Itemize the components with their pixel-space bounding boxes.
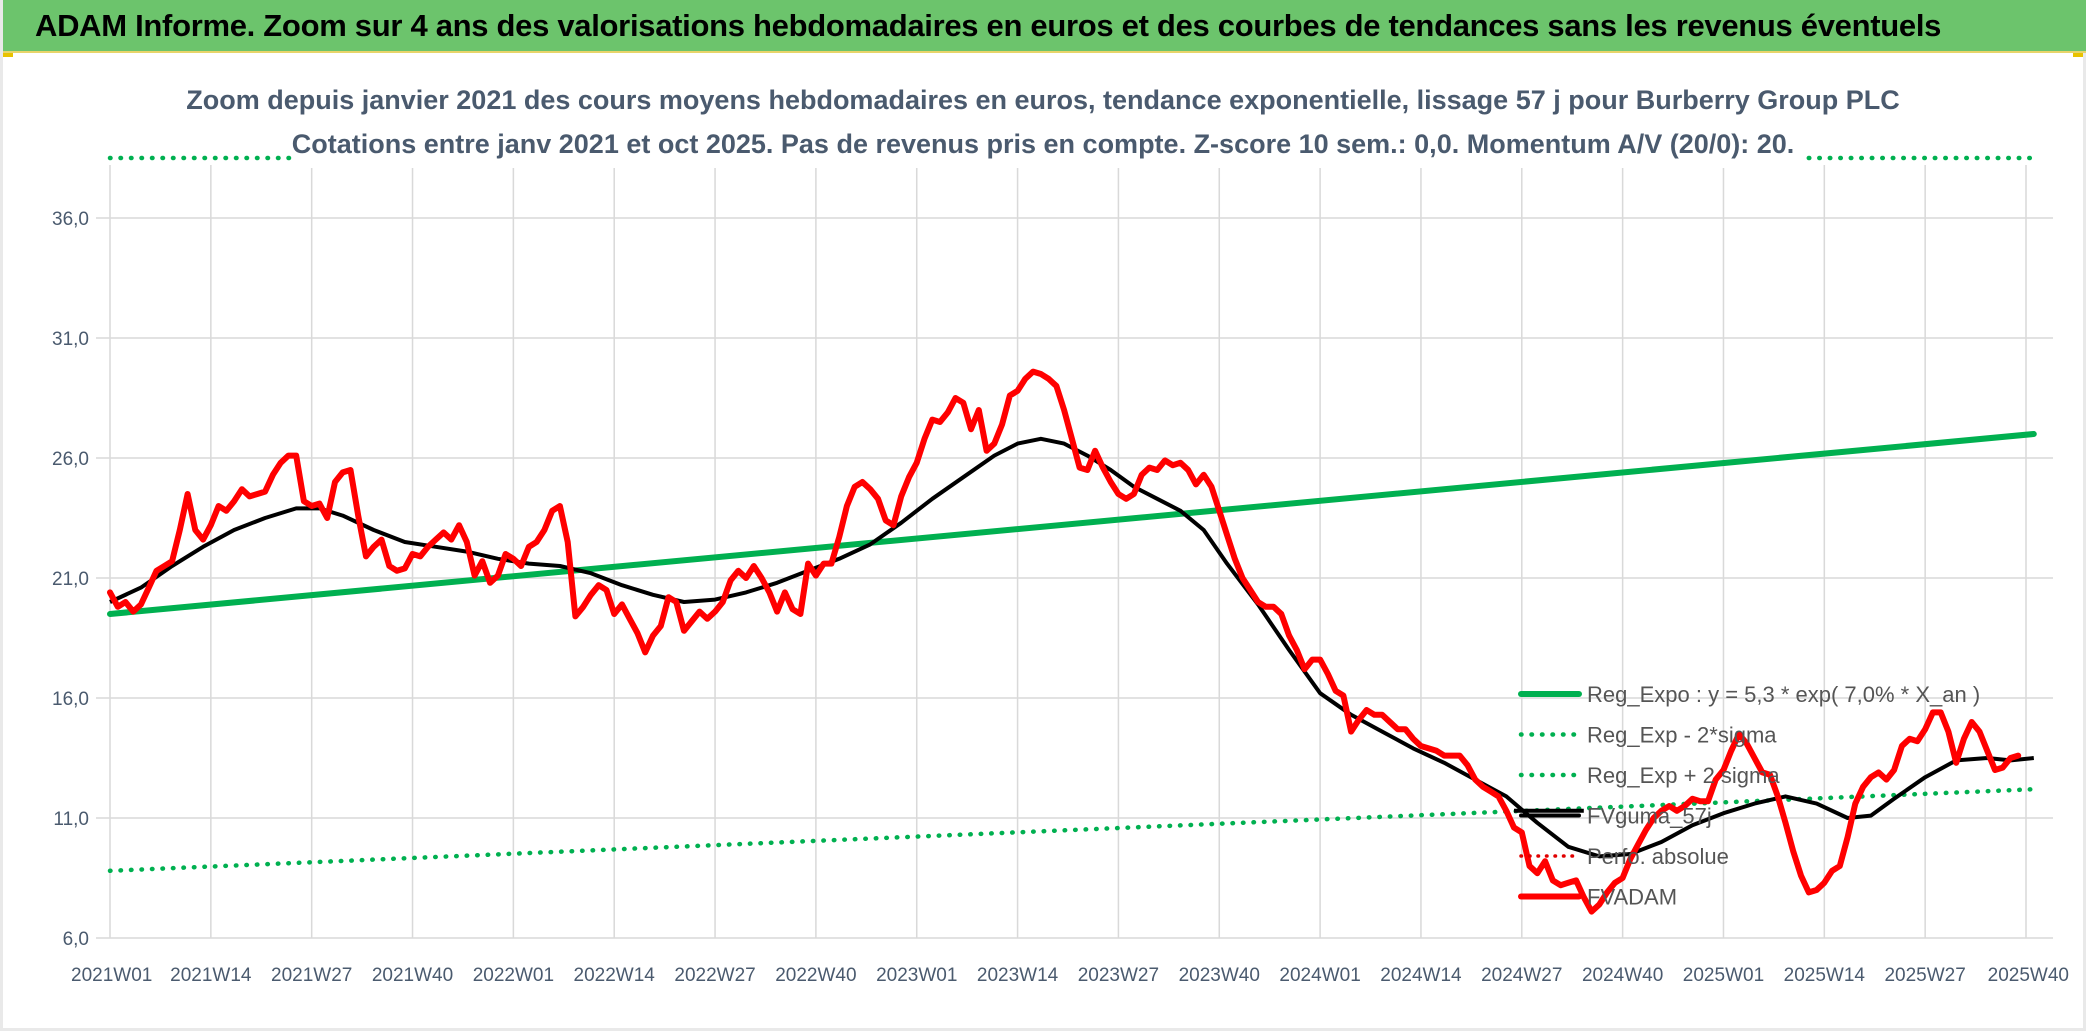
- x-tick-label: 2024W40: [1582, 965, 1663, 986]
- x-tick-label: 2024W27: [1481, 965, 1562, 986]
- x-tick-label: 2023W14: [977, 965, 1059, 986]
- legend-label-5: FVADAM: [1587, 885, 1677, 910]
- x-tick-label: 2025W14: [1784, 965, 1866, 986]
- y-tick-label: 6,0: [63, 929, 89, 950]
- x-tick-label: 2021W40: [372, 965, 453, 986]
- y-axis-ticks: 6,0 11,0 16,0 21,0 26,0 31,0 36,0: [52, 209, 89, 950]
- header-bar: ADAM Informe. Zoom sur 4 ans des valoris…: [3, 0, 2086, 53]
- line-chart: 6,011,016,021,026,031,036,0 2021W01 2021W…: [52, 78, 2069, 986]
- y-tick-label: 21,0: [52, 569, 89, 590]
- x-tick-label: 2021W01: [71, 965, 152, 986]
- x-tick-label: 2023W01: [876, 965, 957, 986]
- series-fvadam: [107, 368, 2022, 915]
- y-tick-label: 31,0: [52, 329, 89, 350]
- x-tick-label: 2022W40: [775, 965, 856, 986]
- y-tick-label: 26,0: [52, 449, 89, 470]
- x-tick-label: 2025W40: [1988, 965, 2069, 986]
- legend: Reg_Expo : y = 5,3 * exp( 7,0% * X_an ) R…: [1518, 682, 1980, 910]
- x-tick-label: 2023W40: [1179, 965, 1260, 986]
- legend-label-2: Reg_Exp + 2 sigma: [1587, 763, 1780, 788]
- series-reg-minus-2sigma: [107, 786, 2037, 874]
- header-title: ADAM Informe. Zoom sur 4 ans des valoris…: [35, 8, 1942, 43]
- chart-title-line-1: Zoom depuis janvier 2021 des cours moyen…: [186, 85, 1900, 115]
- legend-label-0: Reg_Expo : y = 5,3 * exp( 7,0% * X_an ): [1587, 682, 1980, 707]
- series-fvguma: [109, 436, 2035, 859]
- x-tick-label: 2021W27: [271, 965, 352, 986]
- y-tick-label: 11,0: [53, 809, 89, 830]
- chart-title-block: Zoom depuis janvier 2021 des cours moyen…: [186, 78, 1900, 168]
- x-tick-label: 2022W14: [574, 965, 656, 986]
- x-tick-label: 2024W14: [1380, 965, 1462, 986]
- x-tick-label: 2021W14: [170, 965, 252, 986]
- x-tick-label: 2025W01: [1683, 965, 1764, 986]
- grid-lines: [96, 165, 2053, 939]
- x-tick-label: 2024W01: [1279, 965, 1360, 986]
- x-tick-label: 2022W27: [674, 965, 755, 986]
- legend-label-4: Perfo. absolue: [1587, 844, 1729, 869]
- corner-accent-right: [2073, 53, 2083, 57]
- legend-label-1: Reg_Exp - 2*sigma: [1587, 723, 1777, 748]
- legend-label-3: FVguma_57j: [1587, 804, 1712, 829]
- x-tick-label: 2025W27: [1884, 965, 1965, 986]
- series-reg-expo: [107, 431, 2037, 617]
- chart-title-line-2: Cotations entre janv 2021 et oct 2025. P…: [292, 129, 1795, 159]
- y-tick-label: 36,0: [52, 209, 89, 230]
- y-tick-label: 16,0: [52, 689, 89, 710]
- x-tick-label: 2022W01: [473, 965, 554, 986]
- title-background: [296, 78, 1791, 168]
- x-axis-ticks: 2021W01 2021W14 2021W27 2021W40 2022W01 2022W…: [71, 965, 2069, 986]
- series-layer: [107, 155, 2037, 915]
- x-tick-label: 2023W27: [1078, 965, 1159, 986]
- corner-accent-left: [3, 53, 13, 57]
